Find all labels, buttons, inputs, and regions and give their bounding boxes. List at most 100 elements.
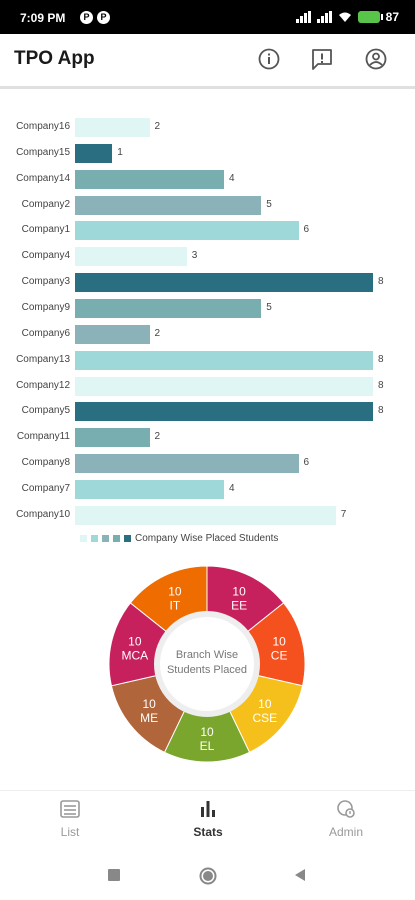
donut-center-label: Branch Wise Students Placed xyxy=(158,648,256,678)
bar-category-label: Company14 xyxy=(16,172,70,184)
info-icon[interactable] xyxy=(256,46,282,72)
nav-stats[interactable]: Stats xyxy=(148,799,268,839)
nav-admin[interactable]: Admin xyxy=(286,799,406,839)
bar-category-label: Company10 xyxy=(16,508,70,520)
bar-category-label: Company7 xyxy=(21,482,70,494)
list-icon xyxy=(60,800,80,818)
slice-category-label: EL xyxy=(200,739,215,753)
bar-chart-icon xyxy=(201,801,215,817)
app-bar: TPO App xyxy=(0,34,415,86)
bar-category-label: Company3 xyxy=(21,276,70,288)
legend-swatch xyxy=(102,535,109,542)
bar xyxy=(75,428,150,448)
back-icon[interactable] xyxy=(292,867,308,883)
account-icon[interactable] xyxy=(363,46,389,72)
bar-value-label: 4 xyxy=(229,482,235,494)
bar-value-label: 7 xyxy=(340,508,347,520)
bar-value-label: 5 xyxy=(266,301,272,313)
donut-center-line: Students Placed xyxy=(166,664,248,676)
bar xyxy=(75,376,373,396)
slice-value-label: 10 xyxy=(200,725,214,739)
slice-category-label: MCA xyxy=(122,649,149,663)
branch-donut-chart: 10 EE 10 CE 10 CSE 10 EL 10 ME 10 MCA 10 IT Branch Wi… xyxy=(108,565,306,763)
bar xyxy=(75,402,373,422)
bar xyxy=(75,479,224,499)
bar-value-label: 8 xyxy=(378,353,384,365)
nav-label: List xyxy=(60,825,80,839)
bar xyxy=(75,273,373,293)
donut-hole xyxy=(154,611,260,717)
feedback-icon[interactable] xyxy=(309,46,335,72)
signal-icon xyxy=(295,11,311,23)
bar-category-label: Company12 xyxy=(16,379,70,391)
bar-category-label: Company11 xyxy=(16,431,70,443)
system-navigation xyxy=(0,852,415,900)
signal-icon xyxy=(316,11,332,23)
bar xyxy=(75,298,262,318)
wifi-icon xyxy=(338,12,351,22)
bar xyxy=(75,221,299,241)
slice-category-label: CE xyxy=(271,649,288,663)
nav-label: Stats xyxy=(193,825,223,839)
chart-legend: Company Wise Placed Students xyxy=(80,533,278,544)
slice-value-label: 10 xyxy=(258,697,272,711)
recents-icon[interactable] xyxy=(106,867,122,883)
slice-value-label: 10 xyxy=(142,697,156,711)
bar-value-label: 6 xyxy=(303,224,310,236)
bar xyxy=(75,505,336,525)
bar-value-label: 2 xyxy=(154,121,161,132)
company-bar-chart: Company Wise Placed Students Company16 2 C… xyxy=(0,95,415,555)
bar-category-label: Company16 xyxy=(16,121,70,132)
slice-category-label: CSE xyxy=(253,711,278,725)
bottom-navigation: List Stats Admin xyxy=(0,790,415,852)
bar xyxy=(75,143,113,163)
app-bar-divider xyxy=(0,86,415,89)
status-bar: 7:09 PM P P 87 xyxy=(0,0,415,34)
bar xyxy=(75,454,299,474)
bar-value-label: 8 xyxy=(378,405,384,417)
app-title: TPO App xyxy=(14,48,95,69)
bar xyxy=(75,169,224,189)
slice-value-label: 10 xyxy=(272,635,286,649)
legend-swatch xyxy=(91,535,98,542)
notification-icon: P xyxy=(97,11,110,24)
slice-category-label: IT xyxy=(170,598,181,612)
bar-category-label: Company13 xyxy=(16,353,70,365)
slice-value-label: 10 xyxy=(128,635,142,649)
bar-category-label: Company9 xyxy=(21,301,70,313)
admin-icon xyxy=(337,800,355,818)
slice-value-label: 10 xyxy=(232,584,246,598)
bar xyxy=(75,324,150,344)
bar-category-label: Company5 xyxy=(21,405,70,417)
bar-value-label: 2 xyxy=(154,327,161,339)
bar-category-label: Company6 xyxy=(21,327,70,339)
bar-category-label: Company2 xyxy=(21,198,70,210)
battery-icon xyxy=(357,11,383,23)
nav-label: Admin xyxy=(328,825,363,839)
slice-value-label: 10 xyxy=(168,584,182,598)
home-icon[interactable] xyxy=(198,867,218,887)
clock: 7:09 PM xyxy=(20,11,66,25)
notification-icon: P xyxy=(80,11,93,24)
bar-category-label: Company4 xyxy=(21,250,70,262)
legend-swatch xyxy=(80,535,87,542)
bar xyxy=(75,350,373,370)
bar-value-label: 8 xyxy=(378,379,384,391)
bar-value-label: 4 xyxy=(229,172,235,184)
battery-level: 87 xyxy=(385,10,399,24)
bar-value-label: 5 xyxy=(266,198,272,210)
bar-category-label: Company1 xyxy=(21,224,70,236)
donut-center-line: Branch Wise xyxy=(175,649,239,661)
bar-value-label: 2 xyxy=(154,431,161,443)
legend-swatch xyxy=(124,535,131,542)
slice-category-label: EE xyxy=(231,598,247,612)
bar xyxy=(75,195,262,215)
slice-category-label: ME xyxy=(140,711,158,725)
bar-value-label: 6 xyxy=(303,457,310,469)
bar-value-label: 8 xyxy=(378,276,384,288)
bar-category-label: Company8 xyxy=(21,457,70,469)
legend-label: Company Wise Placed Students xyxy=(135,533,279,544)
bar xyxy=(75,247,187,267)
nav-list[interactable]: List xyxy=(10,799,130,839)
